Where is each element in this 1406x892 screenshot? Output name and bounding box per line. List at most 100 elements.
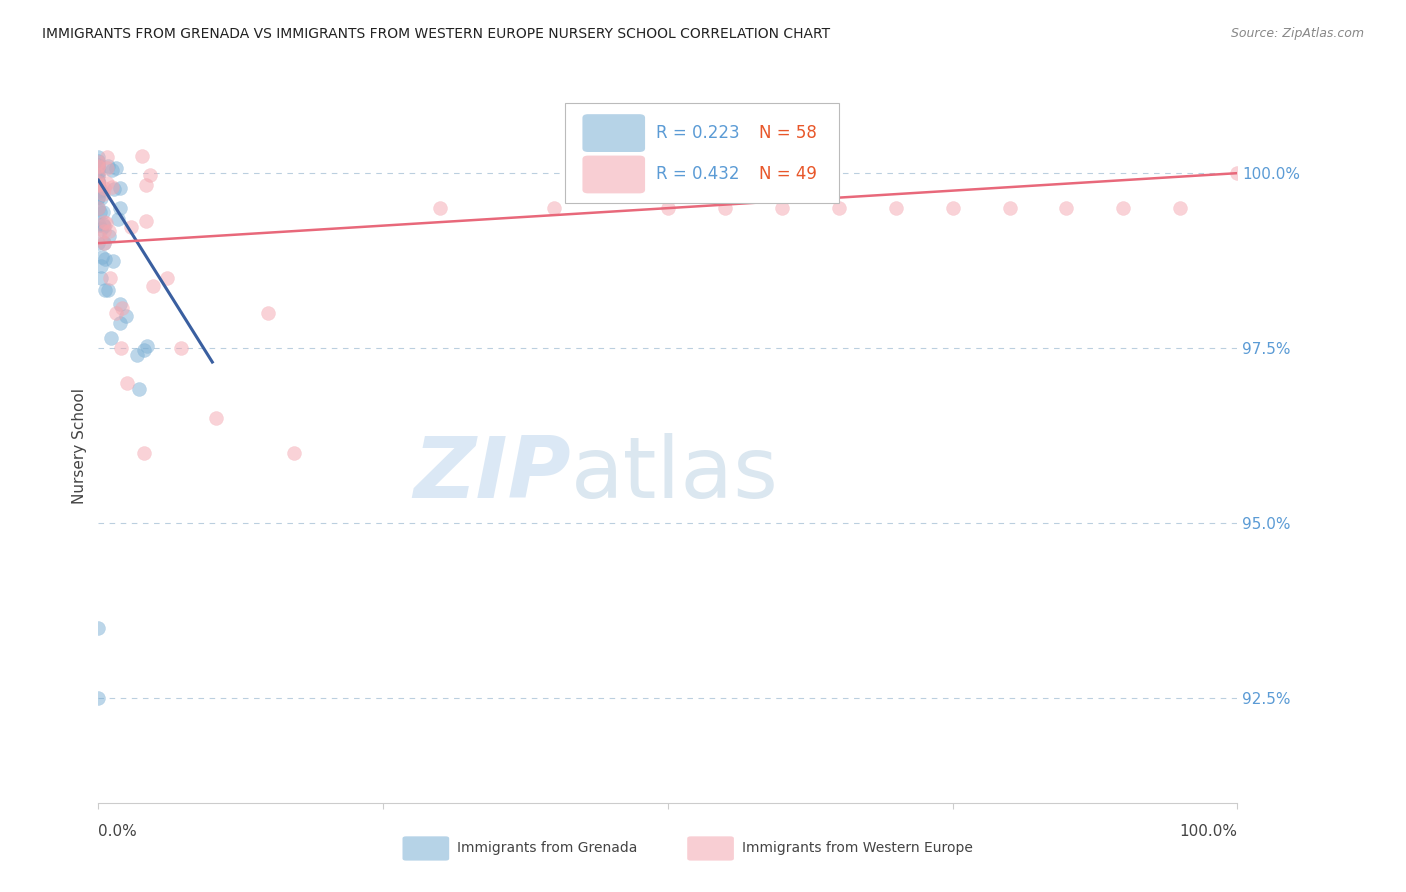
Point — [104, 161, 127, 175]
Point — [87, 174, 110, 188]
Point — [100, 331, 122, 345]
Point — [100, 180, 122, 194]
Point — [107, 212, 129, 227]
Point — [108, 296, 131, 310]
Point — [257, 306, 280, 320]
Point — [87, 177, 110, 191]
Point — [135, 339, 157, 353]
Point — [108, 201, 131, 215]
Point — [87, 176, 110, 190]
Text: ZIP: ZIP — [413, 433, 571, 516]
Point — [87, 182, 110, 196]
Point — [87, 236, 110, 251]
Point — [283, 446, 305, 460]
Point — [87, 175, 110, 189]
Point — [87, 218, 110, 232]
Point — [93, 252, 115, 266]
Point — [87, 176, 110, 190]
Point — [1170, 201, 1192, 215]
Point — [93, 224, 115, 238]
FancyBboxPatch shape — [688, 837, 734, 861]
Point — [101, 162, 124, 177]
Point — [114, 309, 136, 323]
Text: IMMIGRANTS FROM GRENADA VS IMMIGRANTS FROM WESTERN EUROPE NURSERY SCHOOL CORRELA: IMMIGRANTS FROM GRENADA VS IMMIGRANTS FR… — [42, 27, 831, 41]
Point — [87, 180, 110, 194]
Point — [87, 201, 110, 215]
Point — [884, 201, 907, 215]
Point — [87, 164, 110, 178]
Point — [89, 231, 111, 245]
Point — [138, 168, 160, 182]
Point — [110, 316, 132, 330]
Point — [94, 283, 117, 297]
Text: N = 49: N = 49 — [759, 166, 817, 184]
Point — [132, 343, 155, 357]
Point — [156, 271, 179, 285]
Point — [429, 201, 451, 215]
Point — [132, 446, 155, 460]
Point — [91, 186, 114, 201]
Point — [87, 174, 110, 188]
Point — [142, 278, 165, 293]
Text: N = 58: N = 58 — [759, 124, 817, 142]
Point — [87, 150, 110, 164]
Point — [93, 181, 115, 195]
Point — [90, 250, 112, 264]
Point — [87, 169, 110, 183]
Point — [103, 182, 125, 196]
FancyBboxPatch shape — [582, 155, 645, 194]
Point — [714, 201, 737, 215]
Point — [87, 158, 110, 172]
FancyBboxPatch shape — [582, 114, 645, 152]
Point — [87, 161, 110, 175]
Point — [98, 271, 121, 285]
Text: 0.0%: 0.0% — [98, 824, 138, 838]
Text: R = 0.432: R = 0.432 — [657, 166, 740, 184]
Y-axis label: Nursery School: Nursery School — [72, 388, 87, 504]
FancyBboxPatch shape — [565, 103, 839, 203]
Point — [169, 341, 191, 355]
Point — [90, 191, 112, 205]
Point — [87, 201, 110, 215]
Point — [87, 166, 110, 180]
Point — [96, 151, 118, 165]
Point — [89, 205, 111, 219]
Point — [104, 306, 127, 320]
Point — [97, 224, 120, 238]
Point — [128, 382, 150, 396]
Point — [543, 201, 565, 215]
Point — [657, 201, 679, 215]
Point — [90, 222, 112, 236]
Point — [87, 181, 110, 195]
Point — [96, 176, 118, 190]
Point — [87, 178, 110, 192]
Point — [97, 283, 120, 297]
Point — [828, 201, 851, 215]
Point — [87, 690, 110, 705]
Point — [127, 348, 149, 362]
Point — [87, 621, 110, 635]
Point — [91, 218, 114, 232]
Point — [1226, 166, 1249, 180]
Point — [87, 168, 110, 182]
Point — [90, 260, 112, 274]
Point — [93, 236, 115, 251]
Point — [111, 301, 134, 315]
Point — [87, 154, 110, 169]
Point — [87, 180, 110, 194]
Point — [87, 180, 110, 194]
Point — [87, 184, 110, 198]
Point — [205, 411, 228, 425]
Text: Immigrants from Grenada: Immigrants from Grenada — [457, 841, 637, 855]
FancyBboxPatch shape — [402, 837, 449, 861]
Point — [90, 183, 112, 197]
Point — [87, 191, 110, 205]
Text: atlas: atlas — [571, 433, 779, 516]
Point — [87, 159, 110, 173]
Point — [942, 201, 965, 215]
Text: 100.0%: 100.0% — [1180, 824, 1237, 838]
Point — [87, 161, 110, 175]
Point — [93, 219, 115, 233]
Point — [110, 341, 132, 355]
Point — [91, 205, 114, 219]
